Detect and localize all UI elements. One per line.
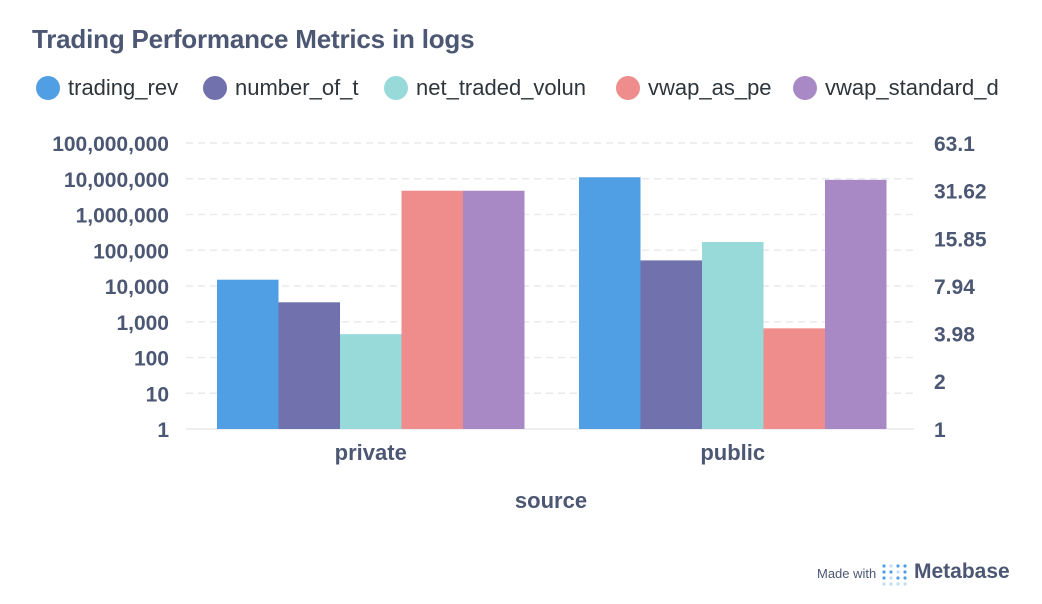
chart-title: Trading Performance Metrics in logs bbox=[32, 24, 475, 54]
bar-trading-rev-private bbox=[217, 279, 279, 429]
bar-number-of-t-public bbox=[640, 260, 702, 429]
legend-label-number-of-t: number_of_t bbox=[235, 75, 359, 100]
bar-net-traded-volun-public bbox=[702, 242, 764, 429]
legend-item-trading-rev[interactable]: trading_rev bbox=[36, 72, 182, 102]
legend-label-trading-rev: trading_rev bbox=[68, 75, 179, 100]
legend-label-vwap-as-pe: vwap_as_pe bbox=[648, 75, 772, 100]
y-left-tick-label: 100,000 bbox=[93, 240, 169, 263]
bar-vwap-standard-d-public bbox=[825, 179, 887, 429]
footer-brand: Metabase bbox=[914, 560, 1010, 583]
y-left-tick-label: 10,000 bbox=[105, 276, 169, 299]
y-left-tick-label: 10 bbox=[146, 383, 169, 406]
legend-swatch-vwap-as-pe bbox=[616, 76, 640, 100]
y-left-tick-label: 100,000,000 bbox=[52, 133, 169, 156]
y-right-tick-label: 2 bbox=[934, 371, 946, 394]
metabase-logo-icon bbox=[882, 564, 907, 586]
y-right-tick-label: 31.62 bbox=[934, 181, 987, 204]
footer-made-with: Made with bbox=[817, 566, 877, 581]
y-right-tick-label: 3.98 bbox=[934, 324, 975, 347]
bar-vwap-as-pe-public bbox=[763, 328, 825, 429]
legend-item-number-of-t[interactable]: number_of_t bbox=[203, 72, 361, 102]
x-tick-label: public bbox=[700, 440, 765, 465]
legend-swatch-trading-rev bbox=[36, 76, 60, 100]
bar-net-traded-volun-private bbox=[340, 334, 402, 429]
y-left-tick-label: 1,000,000 bbox=[76, 205, 169, 228]
x-axis-label: source bbox=[515, 488, 587, 513]
y-right-tick-label: 63.1 bbox=[934, 133, 975, 156]
bar-vwap-as-pe-private bbox=[401, 190, 463, 429]
y-left-tick-label: 10,000,000 bbox=[64, 169, 169, 192]
legend-label-vwap-standard-d: vwap_standard_d bbox=[825, 75, 999, 100]
bar-vwap-standard-d-private bbox=[463, 190, 525, 429]
legend-swatch-number-of-t bbox=[203, 76, 227, 100]
legend-swatch-vwap-standard-d bbox=[793, 76, 817, 100]
y-right-tick-label: 1 bbox=[934, 419, 946, 442]
legend-label-net-traded-volun: net_traded_volun bbox=[416, 75, 587, 100]
y-left-tick-label: 1,000 bbox=[116, 312, 169, 335]
y-left-tick-label: 1 bbox=[157, 419, 169, 442]
bar-trading-rev-public bbox=[579, 177, 641, 429]
y-right-tick-label: 15.85 bbox=[934, 228, 987, 251]
legend-swatch-net-traded-volun bbox=[384, 76, 408, 100]
legend-item-net-traded-volun[interactable]: net_traded_volun bbox=[384, 72, 594, 102]
legend-item-vwap-standard-d[interactable]: vwap_standard_d bbox=[793, 72, 1008, 102]
y-right-tick-label: 7.94 bbox=[934, 276, 975, 299]
x-tick-label: private bbox=[335, 440, 407, 465]
legend-item-vwap-as-pe[interactable]: vwap_as_pe bbox=[616, 72, 772, 102]
y-left-tick-label: 100 bbox=[134, 348, 169, 371]
bar-number-of-t-private bbox=[278, 302, 340, 429]
